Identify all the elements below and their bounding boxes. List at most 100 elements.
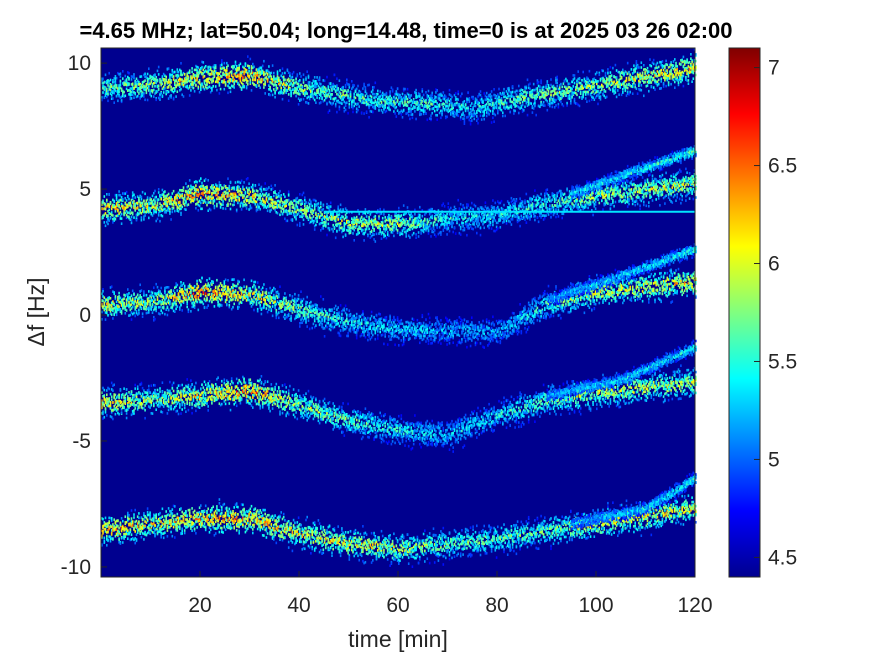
heat-cell	[213, 70, 216, 73]
heat-cell	[180, 213, 182, 216]
heat-cell	[150, 89, 153, 93]
heat-cell	[150, 78, 153, 82]
heat-cell	[360, 111, 363, 114]
heat-cell	[243, 72, 245, 76]
heat-cell	[227, 177, 229, 180]
heat-cell	[224, 207, 227, 211]
heat-cell	[483, 117, 485, 121]
heat-cell	[276, 76, 279, 79]
heat-cell	[304, 196, 306, 199]
heat-cell	[503, 91, 505, 95]
heat-cell	[274, 184, 276, 187]
heat-cell	[134, 84, 136, 87]
heat-cell	[363, 239, 365, 242]
heat-cell	[229, 207, 232, 211]
heat-cell	[329, 201, 332, 205]
heat-cell	[181, 73, 183, 77]
heat-cell	[156, 217, 159, 221]
heat-cell	[223, 194, 226, 198]
heat-cell	[514, 109, 516, 113]
heat-cell	[296, 86, 299, 90]
heat-cell	[169, 212, 171, 215]
heat-cell	[561, 85, 563, 89]
heat-cell	[530, 102, 532, 105]
heat-cell	[242, 76, 244, 79]
heat-cell	[227, 191, 229, 195]
heat-cell	[391, 90, 394, 93]
heat-cell	[599, 98, 602, 101]
heat-cell	[176, 73, 179, 77]
heat-cell	[260, 69, 263, 72]
heat-cell	[219, 87, 222, 91]
heat-cell	[229, 180, 232, 184]
heat-cell	[170, 96, 172, 99]
heat-cell	[503, 87, 505, 91]
heat-cell	[101, 98, 103, 102]
heat-cell	[519, 101, 521, 105]
heat-cell	[643, 64, 645, 67]
heat-cell	[203, 87, 206, 91]
heat-cell	[120, 87, 123, 91]
heat-cell	[660, 87, 662, 90]
heat-cell	[138, 83, 140, 86]
heat-cell	[161, 82, 164, 85]
heat-cell	[153, 88, 155, 92]
heat-cell	[101, 80, 103, 83]
heat-cell	[182, 83, 185, 86]
heat-cell	[287, 71, 290, 74]
heat-cell	[213, 206, 216, 210]
heat-cell	[191, 67, 193, 70]
heat-cell	[327, 222, 330, 226]
heat-cell	[337, 218, 339, 221]
heat-cell	[223, 68, 226, 72]
heat-cell	[180, 71, 182, 75]
heat-cell	[164, 190, 166, 193]
heat-cell	[183, 73, 186, 76]
heat-cell	[266, 209, 269, 213]
heat-cell	[259, 70, 261, 74]
heat-cell	[626, 90, 629, 94]
heat-cell	[112, 80, 114, 84]
heat-cell	[691, 60, 693, 64]
heat-cell	[162, 91, 165, 94]
heat-cell	[411, 113, 414, 116]
heat-cell	[497, 109, 499, 113]
heat-cell	[349, 224, 352, 227]
heat-cell	[117, 92, 119, 96]
heat-cell	[511, 90, 514, 94]
heat-cell	[103, 80, 106, 84]
heat-cell	[353, 92, 355, 96]
heat-cell	[252, 76, 254, 79]
heat-cell	[207, 77, 209, 81]
heat-cell	[287, 198, 290, 202]
heat-cell	[573, 81, 576, 85]
heat-cell	[196, 65, 198, 69]
heat-cell	[125, 199, 128, 202]
heat-cell	[156, 78, 159, 82]
heat-cell	[301, 90, 304, 94]
heat-cell	[117, 99, 119, 103]
heat-cell	[343, 228, 346, 232]
heat-cell	[526, 91, 529, 94]
heat-cell	[273, 194, 275, 198]
heat-cell	[156, 204, 159, 207]
heat-cell	[198, 68, 201, 72]
heat-cell	[253, 74, 255, 77]
heat-cell	[109, 202, 112, 205]
heat-cell	[329, 93, 332, 96]
heat-cell	[188, 79, 191, 83]
heat-cell	[247, 55, 249, 58]
heat-cell	[186, 74, 188, 78]
heat-cell	[164, 74, 166, 78]
heat-cell	[192, 86, 195, 90]
heat-cell	[149, 209, 151, 213]
heat-cell	[275, 77, 278, 80]
heat-cell	[244, 70, 247, 74]
heat-cell	[234, 181, 237, 184]
heat-cell	[368, 215, 370, 219]
heat-cell	[228, 78, 231, 82]
heat-cell	[242, 83, 244, 86]
heat-cell	[682, 84, 685, 88]
heat-cell	[159, 95, 161, 99]
heat-cell	[332, 82, 334, 86]
